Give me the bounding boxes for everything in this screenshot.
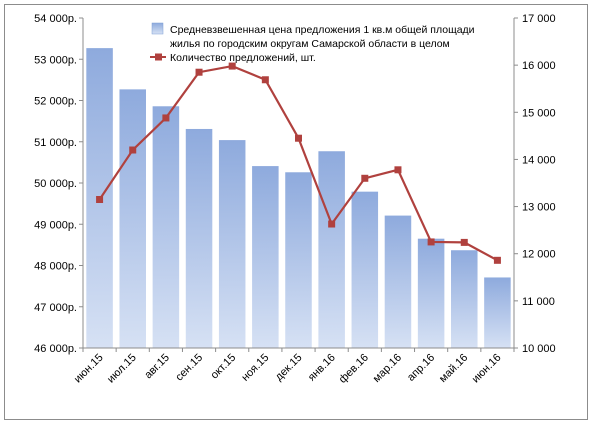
price-bar-9: [384, 215, 412, 348]
x-tick-label-4: окт.15: [208, 352, 238, 382]
left-tick-label-3: 49 000р.: [34, 219, 77, 231]
x-tick-label-11: май.16: [437, 352, 470, 385]
offers-point-1: [129, 146, 137, 154]
x-tick-label-9: мар.16: [371, 352, 404, 385]
legend-line-label: Количество предложений, шт.: [170, 52, 316, 64]
right-tick-label-7: 17 000: [522, 13, 556, 25]
right-tick-label-0: 10 000: [522, 343, 556, 355]
left-tick-label-2: 48 000р.: [34, 261, 77, 273]
legend-bar-label-line1: Средневзвешенная цена предложения 1 кв.м…: [170, 24, 475, 36]
x-tick-label-0: июн.15: [72, 352, 106, 386]
left-tick-label-5: 51 000р.: [34, 137, 77, 149]
price-bar-11: [451, 250, 478, 348]
price-bar-10: [417, 238, 445, 348]
x-tick-label-10: апр.16: [405, 352, 437, 384]
legend-bar-label-line2: жилья по городским округам Самарской обл…: [170, 38, 450, 50]
left-tick-label-1: 47 000р.: [34, 302, 77, 314]
right-tick-label-4: 14 000: [522, 154, 556, 166]
x-tick-label-2: авг.15: [142, 352, 172, 382]
legend: Средневзвешенная цена предложения 1 кв.м…: [150, 22, 475, 64]
right-tick-label-1: 11 000: [522, 296, 555, 308]
price-bars: [86, 48, 511, 349]
right-tick-label-3: 13 000: [522, 202, 556, 214]
right-tick-label-6: 16 000: [522, 60, 556, 72]
left-tick-label-7: 53 000р.: [34, 54, 77, 66]
price-bar-8: [351, 191, 379, 348]
offers-point-3: [195, 68, 203, 76]
right-tick-label-5: 15 000: [522, 107, 556, 119]
legend-line-marker: [155, 53, 162, 61]
x-tick-label-3: сен.15: [173, 352, 205, 384]
price-bar-7: [318, 151, 345, 348]
price-and-offers-chart: 46 000р. 47 000р. 48 000р. 49 000р. 50 000р.…: [34, 13, 556, 386]
offers-point-5: [261, 76, 269, 84]
left-tick-label-0: 46 000р.: [34, 343, 77, 355]
x-tick-label-12: июн.16: [470, 352, 504, 386]
left-tick-label-6: 52 000р.: [34, 96, 77, 108]
offers-point-7: [328, 220, 336, 228]
offers-count-line: [96, 62, 501, 264]
right-tick-label-2: 12 000: [522, 249, 556, 261]
offers-point-6: [295, 134, 302, 142]
offers-point-4: [228, 62, 236, 70]
offers-point-9: [394, 166, 402, 174]
price-bar-1: [119, 89, 146, 349]
offers-point-12: [493, 256, 501, 264]
price-bar-6: [285, 172, 312, 348]
x-tick-label-8: фев.16: [337, 352, 371, 386]
offers-point-10: [427, 238, 435, 246]
offers-point-0: [96, 196, 104, 203]
price-bar-5: [252, 166, 279, 348]
x-tick-label-6: дек.15: [273, 352, 305, 384]
x-tick-label-7: янв.16: [306, 352, 338, 384]
legend-bar-swatch: [151, 22, 164, 35]
price-bar-2: [152, 106, 180, 349]
offers-point-2: [162, 114, 170, 122]
offers-point-8: [361, 174, 369, 182]
x-tick-label-5: ноя.15: [239, 352, 271, 384]
price-bar-12: [484, 277, 511, 348]
offers-point-11: [460, 238, 468, 246]
left-tick-label-4: 50 000р.: [34, 178, 77, 190]
price-bar-4: [218, 140, 246, 348]
x-tick-label-1: июл.15: [105, 352, 139, 386]
left-tick-label-8: 54 000р.: [34, 13, 77, 25]
price-bar-3: [185, 128, 213, 348]
chart-frame: 46 000р. 47 000р. 48 000р. 49 000р. 50 000р.…: [4, 4, 588, 420]
